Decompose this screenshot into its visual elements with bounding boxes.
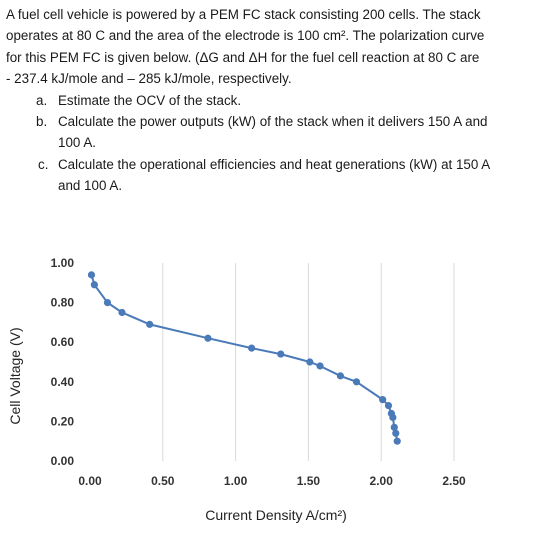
- data-point: [90, 281, 98, 289]
- question-text: Estimate the OCV of the stack.: [58, 92, 242, 108]
- x-tick-label: 1.00: [224, 474, 248, 488]
- y-tick-label: 0.60: [51, 335, 75, 349]
- problem-statement: A fuel cell vehicle is powered by a PEM …: [6, 4, 554, 197]
- point-layer: [87, 271, 401, 445]
- y-tick-label: 0.80: [51, 296, 75, 310]
- data-point: [384, 401, 393, 410]
- series-line: [90, 274, 399, 442]
- data-point: [352, 378, 361, 386]
- question-text: Calculate the operational efficiencies a…: [58, 156, 491, 172]
- data-point: [248, 344, 256, 352]
- data-point: [204, 334, 212, 342]
- data-point: [87, 271, 96, 279]
- y-axis-label: Cell Voltage (V): [7, 327, 23, 424]
- question-text: and 100 A.: [58, 178, 123, 194]
- chart-svg: 0.00 0.50 1.00 1.50 2.00 2.50 0.00 0.20 0.40 0.6…: [7, 256, 466, 523]
- question-label: c.: [38, 156, 49, 172]
- question-text: Calculate the power outputs (kW) of the …: [58, 114, 488, 130]
- question-a: a. Estimate the OCV of the stack.: [6, 90, 554, 111]
- data-point: [393, 437, 401, 445]
- data-point: [103, 299, 112, 307]
- y-tick-label: 0.00: [51, 454, 75, 468]
- intro-line: for this PEM FC is given below. (ΔG and …: [6, 49, 480, 65]
- data-point: [277, 350, 285, 358]
- intro-line: A fuel cell vehicle is powered by a PEM …: [6, 7, 481, 22]
- data-point: [306, 358, 314, 366]
- question-label: b.: [36, 114, 48, 130]
- x-tick-label: 0.00: [78, 474, 102, 488]
- polarization-chart: 0.00 0.50 1.00 1.50 2.00 2.50 0.00 0.20 0.40 0.6…: [0, 243, 559, 553]
- data-point: [390, 423, 398, 431]
- x-tick-label: 2.00: [370, 474, 394, 488]
- data-point: [392, 429, 400, 437]
- y-tick-label: 0.20: [51, 414, 75, 428]
- question-text: 100 A.: [58, 135, 96, 151]
- data-point: [118, 308, 126, 317]
- y-tick-layer: 0.00 0.20 0.40 0.60 0.80 1.00: [51, 256, 75, 468]
- question-b: b. Calculate the power outputs (kW) of t…: [6, 111, 554, 154]
- x-axis-label: Current Density A/cm²): [205, 507, 347, 523]
- problem-intro: A fuel cell vehicle is powered by a PEM …: [6, 4, 554, 90]
- data-point: [146, 320, 154, 328]
- question-c: c. Calculate the operational efficiencie…: [6, 154, 554, 197]
- intro-line: operates at 80 C and the area of the ele…: [6, 28, 485, 44]
- y-tick-label: 1.00: [51, 256, 75, 270]
- question-label: a.: [36, 92, 48, 108]
- data-point: [336, 372, 345, 380]
- intro-line: - 237.4 kJ/mole and – 285 kJ/mole, respe…: [6, 71, 292, 87]
- x-tick-layer: 0.00 0.50 1.00 1.50 2.00 2.50: [78, 474, 466, 488]
- data-point: [316, 362, 324, 370]
- x-tick-label: 2.50: [442, 474, 466, 488]
- x-tick-label: 1.50: [297, 474, 321, 488]
- data-point: [379, 396, 387, 404]
- data-point: [389, 413, 397, 422]
- y-tick-label: 0.40: [51, 375, 75, 389]
- x-tick-label: 0.50: [151, 474, 175, 488]
